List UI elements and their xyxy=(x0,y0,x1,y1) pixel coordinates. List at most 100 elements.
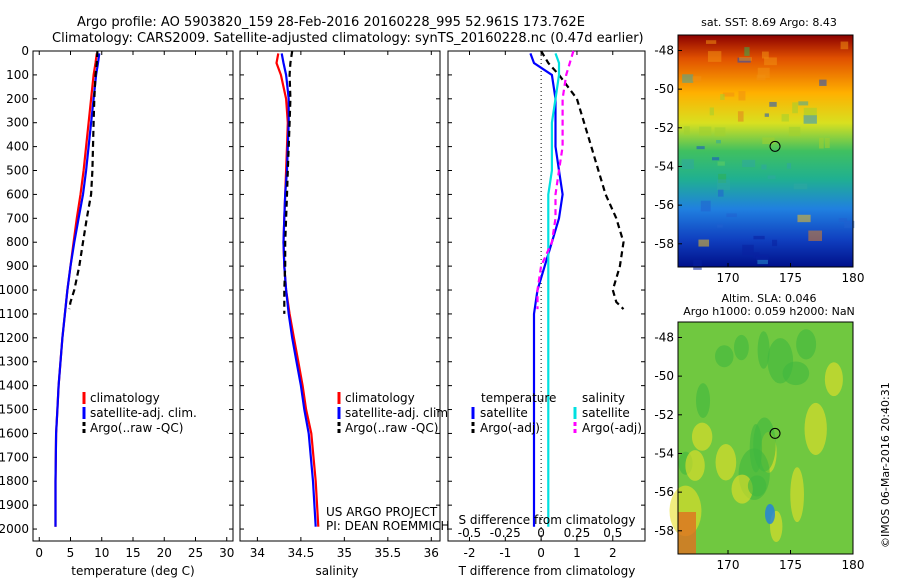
sst-texture-patch xyxy=(840,41,849,50)
sla-map-panel: Altim. SLA: 0.046 Argo h1000: 0.059 h200… xyxy=(654,292,864,572)
difference-axes-frame xyxy=(447,50,646,542)
sla-texture-patch xyxy=(782,361,810,386)
sst-texture-patch xyxy=(738,91,746,101)
depth-tick-label: 2000 xyxy=(0,522,29,536)
depth-tick-label: 700 xyxy=(6,211,29,225)
sst-texture-patch xyxy=(717,189,724,197)
sla-map-texture xyxy=(669,329,843,554)
sla-texture-patch xyxy=(757,331,770,369)
lat-tick-label: -50 xyxy=(654,369,674,383)
x-tick-label: 30 xyxy=(219,546,234,560)
project-credit: US ARGO PROJECT xyxy=(326,505,438,519)
sla-texture-patch xyxy=(765,504,775,524)
sla-texture-patch xyxy=(824,362,843,397)
sst-texture-patch xyxy=(786,163,792,169)
depth-tick-label: 1200 xyxy=(0,331,29,345)
sla-texture-patch xyxy=(733,334,749,361)
series-line-argo-raw-qc- xyxy=(68,50,99,310)
sst-texture-patch xyxy=(692,76,702,82)
x-tick-label: 35 xyxy=(337,546,352,560)
sst-texture-patch xyxy=(757,67,770,78)
s-tick-label: 0.5 xyxy=(603,526,622,540)
x-tick-label: 34 xyxy=(250,546,265,560)
sst-texture-patch xyxy=(761,51,769,59)
salinity-tick-labels: 34 34.5 35 35.5 36 xyxy=(240,50,440,560)
difference-legend: temperature satellite Argo(-adj) salinit… xyxy=(471,391,642,435)
sst-texture-patch xyxy=(753,235,765,240)
depth-tick-label: 1700 xyxy=(0,450,29,464)
series-line-salinity-argo-adj- xyxy=(536,50,575,310)
sla-texture-patch xyxy=(696,383,711,418)
sst-map-texture xyxy=(681,40,855,270)
depth-tick-label: 900 xyxy=(6,259,29,273)
argo-float-location-marker xyxy=(769,427,781,439)
sst-texture-patch xyxy=(693,259,702,270)
sst-texture-patch xyxy=(699,126,712,136)
s-tick-label: -0.25 xyxy=(490,526,521,540)
sla-texture-patch xyxy=(678,512,696,554)
sst-texture-patch xyxy=(788,126,801,137)
imos-timestamp: ©IMOS 06-Mar-2016 20:40:31 xyxy=(879,382,892,548)
legend-satellite-label: satellite-adj. clim. xyxy=(345,406,452,420)
depth-tick-label: 200 xyxy=(6,92,29,106)
lat-tick-label: -48 xyxy=(654,43,674,57)
lat-tick-label: -56 xyxy=(654,485,674,499)
sst-texture-patch xyxy=(681,159,694,169)
sst-texture-patch xyxy=(712,157,720,161)
lat-tick-label: -52 xyxy=(654,121,674,135)
series-line-temperature-argo-adj- xyxy=(540,50,625,310)
x-tick-label: 20 xyxy=(157,546,172,560)
lat-tick-label: -48 xyxy=(654,330,674,344)
s-difference-tick-labels: -0.5 -0.25 0 0.25 0.5 xyxy=(458,526,623,540)
sst-texture-patch xyxy=(764,57,777,66)
depth-tick-label: 1400 xyxy=(0,379,29,393)
sst-texture-patch xyxy=(718,173,727,183)
salinity-x-axis-label: salinity xyxy=(315,564,358,578)
legend-t-argo-label: Argo(-adj) xyxy=(480,421,540,435)
lat-tick-label: -58 xyxy=(654,524,674,538)
sla-map-title: Altim. SLA: 0.046 xyxy=(721,292,816,305)
x-tick-label: 2 xyxy=(609,546,617,560)
temperature-axes-frame xyxy=(32,50,234,542)
sst-texture-patch xyxy=(683,126,690,135)
sla-map-tick-labels: 170 175 180 -48 -50 -52 -54 -56 -58 xyxy=(654,330,864,572)
sst-texture-patch xyxy=(739,57,752,61)
legend-argo-label: Argo(..raw -QC) xyxy=(90,421,183,435)
difference-series-lines xyxy=(529,50,625,527)
sst-texture-patch xyxy=(819,79,827,86)
sst-texture-patch xyxy=(717,179,730,190)
sst-texture-patch xyxy=(798,101,809,106)
difference-tick-labels: -2 -1 0 1 2 xyxy=(448,50,645,560)
depth-tick-label: 1600 xyxy=(0,426,29,440)
sla-texture-patch xyxy=(731,474,753,504)
series-line-argo-raw-qc- xyxy=(283,50,294,314)
sst-texture-patch xyxy=(705,40,717,44)
sst-texture-patch xyxy=(797,214,811,223)
sst-texture-patch xyxy=(772,239,778,247)
s-difference-axis-label: S difference from climatology xyxy=(459,513,636,527)
temperature-tick-labels: 0 5 10 15 20 25 300100200300400500600700800900… xyxy=(0,44,234,560)
salinity-legend: climatology satellite-adj. clim. Argo(..… xyxy=(337,391,452,435)
x-tick-label: -2 xyxy=(464,546,476,560)
sst-texture-patch xyxy=(707,51,722,62)
sla-texture-patch xyxy=(804,402,827,455)
legend-climatology-label: climatology xyxy=(90,391,160,405)
sst-texture-patch xyxy=(824,137,830,149)
lon-tick-label: 180 xyxy=(842,271,865,285)
x-tick-label: 10 xyxy=(94,546,109,560)
sst-map-tick-labels: 170 175 180 -48 -50 -52 -54 -56 -58 xyxy=(654,43,864,285)
legend-salinity-title: salinity xyxy=(582,391,625,405)
sst-texture-patch xyxy=(838,218,847,222)
sst-texture-patch xyxy=(717,224,723,228)
sst-map-title: sat. SST: 8.69 Argo: 8.43 xyxy=(701,16,837,29)
salinity-series-lines xyxy=(275,50,320,527)
lon-tick-label: 170 xyxy=(717,271,740,285)
depth-tick-label: 300 xyxy=(6,116,29,130)
sst-texture-patch xyxy=(819,137,824,149)
lat-tick-label: -50 xyxy=(654,82,674,96)
series-line-satellite-adj-clim- xyxy=(280,53,317,527)
legend-argo-label: Argo(..raw -QC) xyxy=(345,421,438,435)
x-tick-label: 34.5 xyxy=(288,546,315,560)
depth-tick-label: 1900 xyxy=(0,498,29,512)
